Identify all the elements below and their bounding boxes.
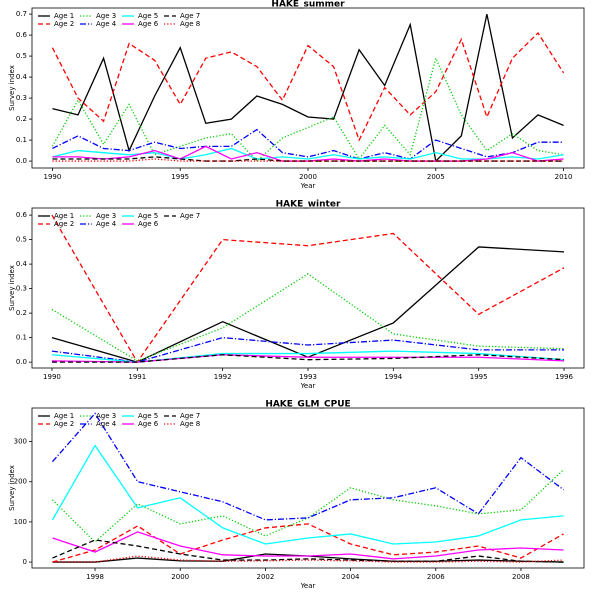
legend-label: Age 2 — [54, 20, 74, 28]
series-line — [52, 523, 564, 563]
series-line — [51, 56, 564, 162]
x-tick-label: 1993 — [299, 373, 317, 381]
y-tick-label: 0.4 — [16, 73, 28, 81]
series-line — [52, 128, 564, 160]
y-tick-label: 0.2 — [16, 115, 27, 123]
series-line — [51, 354, 565, 363]
y-tick-label: 0.3 — [16, 94, 27, 102]
x-tick-label: 2000 — [299, 173, 317, 181]
y-tick-label: 200 — [14, 478, 27, 486]
legend-label: Age 8 — [180, 20, 200, 28]
legend-label: Age 1 — [54, 12, 74, 20]
series-line — [52, 147, 564, 160]
series-line — [52, 13, 564, 163]
x-axis-label: Year — [300, 182, 316, 190]
legend-label: Age 5 — [138, 212, 158, 220]
legend-label: Age 4 — [96, 20, 117, 28]
series-line — [52, 145, 564, 162]
x-tick-label: 1991 — [128, 373, 146, 381]
y-tick-label: 0.1 — [16, 334, 27, 342]
legend-label: Age 4 — [96, 420, 117, 428]
y-tick-label: 0.6 — [16, 31, 28, 39]
x-tick-label: 2004 — [342, 573, 360, 581]
x-axis-label: Year — [300, 382, 316, 390]
series-line — [52, 555, 564, 563]
x-tick-label: 1995 — [171, 173, 189, 181]
legend-label: Age 6 — [138, 20, 159, 28]
series-line — [51, 214, 565, 364]
y-tick-label: 0 — [23, 558, 27, 566]
plot-frame — [31, 7, 585, 169]
legend-label: Age 2 — [54, 220, 74, 228]
chart-title: HAKE_summer — [271, 0, 345, 10]
x-tick-label: 2008 — [512, 573, 530, 581]
series-line — [51, 469, 565, 543]
plot-frame — [31, 207, 585, 369]
y-tick-label: 0.3 — [16, 285, 27, 293]
y-axis-label: Survey index — [8, 265, 16, 311]
series-line — [51, 354, 565, 363]
legend-label: Age 1 — [54, 412, 74, 420]
series-line — [51, 444, 564, 545]
legend-label: Age 6 — [138, 220, 159, 228]
x-tick-label: 1992 — [214, 373, 232, 381]
y-tick-label: 0.0 — [16, 157, 27, 165]
x-tick-label: 1990 — [44, 173, 62, 181]
x-tick-label: 1990 — [43, 373, 61, 381]
legend-label: Age 3 — [96, 212, 116, 220]
legend-label: Age 1 — [54, 212, 74, 220]
series-line — [51, 412, 564, 521]
y-tick-label: 0.4 — [16, 260, 28, 268]
x-axis-label: Year — [300, 582, 316, 590]
legend-label: Age 3 — [96, 12, 116, 20]
y-axis-label: Survey index — [8, 65, 16, 111]
series-line — [51, 31, 565, 142]
legend-label: Age 6 — [138, 420, 159, 428]
legend-label: Age 3 — [96, 412, 116, 420]
y-tick-label: 100 — [14, 518, 27, 526]
legend-label: Age 5 — [138, 12, 158, 20]
y-tick-label: 0.5 — [16, 236, 27, 244]
plot-frame — [31, 407, 585, 569]
y-tick-label: 0.6 — [16, 211, 28, 219]
x-tick-label: 1994 — [384, 373, 402, 381]
x-tick-label: 2010 — [555, 173, 573, 181]
legend-label: Age 2 — [54, 420, 74, 428]
series-line — [52, 531, 564, 560]
legend-label: Age 7 — [180, 212, 200, 220]
x-tick-label: 1995 — [470, 373, 488, 381]
y-tick-label: 300 — [14, 438, 27, 446]
y-tick-label: 0.1 — [16, 136, 27, 144]
y-tick-label: 0.2 — [16, 309, 27, 317]
x-tick-label: 2002 — [256, 573, 274, 581]
y-tick-label: 0.7 — [16, 10, 27, 18]
x-tick-label: 2005 — [427, 173, 445, 181]
series-line — [52, 158, 564, 162]
legend-label: Age 7 — [180, 412, 200, 420]
y-tick-label: 0.0 — [16, 358, 27, 366]
y-axis-label: Survey index — [8, 465, 16, 511]
chart-title: HAKE_winter — [276, 200, 341, 210]
legend-label: Age 8 — [180, 420, 200, 428]
legend-label: Age 4 — [96, 220, 117, 228]
x-tick-label: 1996 — [555, 373, 573, 381]
x-tick-label: 1998 — [86, 573, 104, 581]
series-line — [52, 539, 564, 563]
y-tick-label: 0.5 — [16, 52, 27, 60]
x-tick-label: 2006 — [427, 573, 445, 581]
chart-title: HAKE_GLM_CPUE — [265, 400, 350, 410]
legend-label: Age 5 — [138, 412, 158, 420]
series-line — [51, 336, 565, 363]
series-line — [51, 273, 565, 362]
legend-label: Age 7 — [180, 12, 200, 20]
series-line — [52, 553, 564, 563]
x-tick-label: 2000 — [171, 573, 189, 581]
